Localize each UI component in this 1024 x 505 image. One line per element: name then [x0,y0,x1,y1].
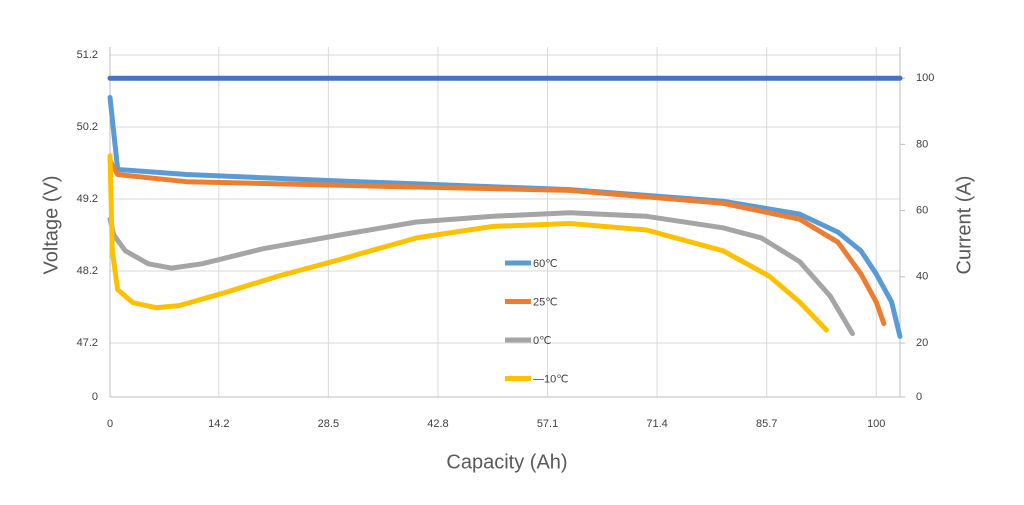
x-tick-label: 42.8 [427,418,448,430]
x-axis-title: Capacity (Ah) [446,451,567,473]
x-tick-label: 57.1 [537,418,558,430]
y2-axis-title: Current (A) [953,176,975,275]
x-tick-label: 28.5 [318,418,339,430]
y2-tick-label: 60 [916,204,928,216]
y-axis-title: Voltage (V) [40,176,62,275]
x-tick-label: 71.4 [646,418,667,430]
x-tick-label: 0 [107,418,113,430]
data-line [107,95,903,339]
y2-tick-label: 100 [916,72,934,84]
legend-label: 60℃ [533,258,558,270]
legend-label: 0℃ [533,335,551,347]
y-tick-label: 51.2 [77,49,98,61]
x-tick-label: 85.7 [756,418,777,430]
data-line [107,158,887,327]
x-tick-label: 100 [867,418,885,430]
legend-label: —10℃ [533,373,569,385]
y2-tick-label: 0 [916,391,922,403]
y-tick-label: 50.2 [77,121,98,133]
data-line [107,153,829,333]
y-tick-label: 47.2 [77,337,98,349]
y2-tick-label: 80 [916,138,928,150]
y-tick-label: 49.2 [77,193,98,205]
y2-tick-label: 40 [916,271,928,283]
y-tick-label: 0 [92,391,98,403]
data-line [107,210,855,337]
y-tick-label: 48.2 [77,265,98,277]
y2-tick-label: 20 [916,337,928,349]
x-tick-label: 14.2 [208,418,229,430]
legend-label: 25℃ [533,296,558,308]
